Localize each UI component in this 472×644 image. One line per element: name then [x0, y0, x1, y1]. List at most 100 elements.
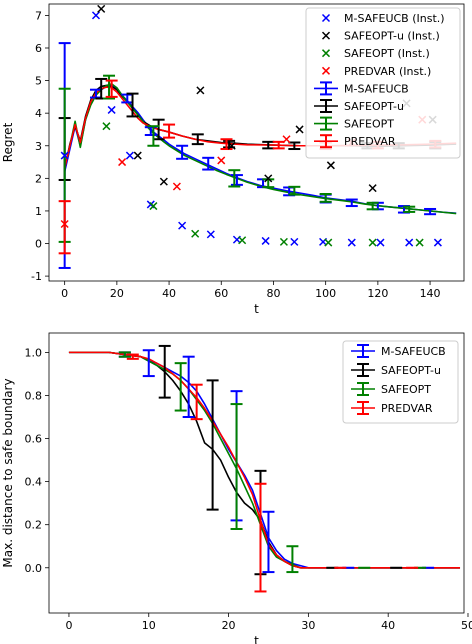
p0-instant-point-safeopt-u [159, 177, 168, 186]
p0-instant-point-m-safeucb [433, 238, 442, 247]
p0-instant-point-predvar [282, 135, 291, 144]
p0-instant-point-m-safeucb [290, 237, 299, 246]
p0-error-bar-safeopt [103, 74, 116, 100]
p0-x-tick-label: 100 [315, 287, 336, 300]
p0-error-bar-safeopt [366, 201, 379, 211]
p0-instant-point-m-safeucb [60, 151, 69, 160]
p0-error-bar-safeopt-u [126, 92, 139, 118]
p0-error-bar-safeopt [228, 169, 241, 188]
p0-legend: M-SAFEUCB (Inst.) SAFEOPT-u (Inst.) SAFEOP… [305, 7, 461, 159]
p1-legend-item-safeopt: SAFEOPT [351, 382, 431, 396]
p1-error-bar-safeopt-u [158, 344, 171, 399]
p1-error-bar-safeopt-u [206, 379, 219, 511]
p0-instant-point-safeopt-u [227, 141, 236, 150]
p1-error-bar-safeopt [118, 351, 131, 358]
p0-instant-point-m-safeucb [347, 238, 356, 247]
p1-x-tick-label: 0 [65, 619, 72, 632]
p1-legend-item-predvar: PREDVAR [351, 401, 433, 415]
p0-error-bar-predvar [163, 123, 176, 139]
p0-x-tick-label: 40 [162, 287, 176, 300]
p0-error-bar-predvar [58, 200, 71, 255]
p0-legend-label: M-SAFEUCB (Inst.) [344, 12, 445, 25]
p1-legend-label: PREDVAR [381, 402, 433, 415]
p1-y-tick-label: 1.0 [25, 346, 43, 359]
p1-error-bar-m-safeucb [182, 355, 195, 418]
p0-legend-label: PREDVAR [344, 135, 396, 148]
p0-error-bar-safeopt [319, 192, 332, 203]
p0-instant-point-predvar [118, 158, 127, 167]
p0-instant-point-m-safeucb [405, 238, 414, 247]
p0-y-tick-label: -1 [31, 270, 42, 283]
p0-instant-point-m-safeucb [178, 221, 187, 230]
p0-instant-point-safeopt [368, 238, 377, 247]
p0-error-bar-safeopt-u [288, 141, 301, 151]
p1-x-tick-label: 40 [381, 619, 395, 632]
p0-error-bar-safeopt [288, 185, 301, 196]
p1-legend-item-m-safeucb: M-SAFEUCB [351, 344, 446, 358]
p0-y-tick-label: 6 [35, 42, 42, 55]
p1-y-tick-label: 0.4 [25, 476, 43, 489]
p1-axes-frame [48, 332, 465, 614]
p0-error-bar-predvar [220, 138, 233, 151]
p1-legend-label: M-SAFEUCB [381, 345, 446, 358]
p0-instant-point-m-safeucb [91, 11, 101, 20]
p0-error-bar-safeopt-u [152, 118, 165, 141]
p0-instant-point-m-safeucb [206, 230, 215, 239]
p1-series-line-predvar [68, 351, 461, 569]
p1-error-bar-predvar [254, 482, 267, 593]
p0-instant-point-safeopt-u [97, 4, 106, 13]
p0-error-bar-m-safeucb [230, 174, 243, 186]
p1-legend-label: SAFEOPT [381, 383, 431, 396]
p1-y-axis-label: Max. distance to safe boundary [1, 378, 15, 567]
p0-y-tick-label: 4 [35, 107, 42, 120]
p1-error-bar-predvar [126, 353, 139, 360]
p0-y-tick-label: 7 [35, 9, 42, 22]
p1-x-tick-label: 50 [461, 619, 472, 632]
p0-y-axis-label: Regret [1, 122, 15, 162]
p0-legend-item-m-safeucb-inst: M-SAFEUCB (Inst.) [321, 12, 445, 25]
p0-legend-label: SAFEOPT (Inst.) [344, 47, 430, 60]
p0-instant-point-safeopt [102, 122, 111, 131]
p0-instant-point-safeopt-u [326, 161, 335, 170]
p0-instant-point-safeopt [191, 229, 200, 238]
p0-x-tick-label: 140 [420, 287, 441, 300]
p0-instant-point-safeopt-u [196, 86, 205, 95]
p0-instant-point-safeopt-u [368, 184, 377, 193]
p1-legend: M-SAFEUCB SAFEOPT-u SAFEOPT PREDVAR [342, 340, 459, 424]
p1-legend-item-safeopt-u: SAFEOPT-u [351, 363, 441, 377]
p0-legend-item-safeopt-inst: SAFEOPT (Inst.) [321, 47, 430, 60]
regret-chart: 0 20 40 60 80 100 120 140 -1 0 1 2 3 4 5 6 7 t Regret M-SAF… [1, 3, 465, 316]
p0-legend-item-predvar-inst: PREDVAR (Inst.) [321, 65, 431, 78]
p0-y-tick-label: 1 [35, 205, 42, 218]
p0-legend-item-safeopt-u-inst: SAFEOPT-u (Inst.) [321, 30, 440, 43]
p0-instant-point-safeopt-u [295, 125, 304, 134]
p1-x-axis-label: t [254, 634, 259, 644]
p0-x-tick-label: 120 [367, 287, 388, 300]
p1-error-bar-m-safeucb [142, 349, 155, 378]
p0-instant-point-predvar [217, 156, 226, 165]
p1-error-bar-safeopt [286, 545, 299, 574]
p0-error-bar-safeopt [403, 205, 416, 213]
p0-instant-point-safeopt [279, 237, 288, 246]
p0-x-tick-label: 0 [61, 287, 68, 300]
p1-error-bar-safeopt [230, 403, 243, 530]
p1-x-tick-label: 20 [222, 619, 236, 632]
p0-instant-point-predvar [172, 182, 181, 191]
p0-error-bar-m-safeucb [345, 198, 358, 208]
p0-x-tick-label: 80 [266, 287, 280, 300]
p1-y-tick-label: 0.0 [25, 562, 43, 575]
p0-error-bar-predvar [272, 140, 285, 150]
p0-legend-item-m-safeucb: M-SAFEUCB [314, 81, 409, 96]
p1-y-tick-label: 0.6 [25, 433, 43, 446]
p0-instant-point-m-safeucb [261, 236, 270, 245]
p0-error-bar-m-safeucb [176, 144, 189, 160]
p0-x-axis-label: t [254, 302, 259, 316]
p0-legend-label: SAFEOPT-u (Inst.) [344, 30, 440, 43]
p0-error-bar-safeopt-u [262, 140, 275, 150]
p1-x-tick-label: 10 [142, 619, 156, 632]
p0-error-bar-predvar [105, 79, 118, 98]
p0-instant-point-m-safeucb [376, 238, 385, 247]
p1-y-tick-label: 0.2 [25, 519, 43, 532]
p0-y-tick-label: 2 [35, 172, 42, 185]
